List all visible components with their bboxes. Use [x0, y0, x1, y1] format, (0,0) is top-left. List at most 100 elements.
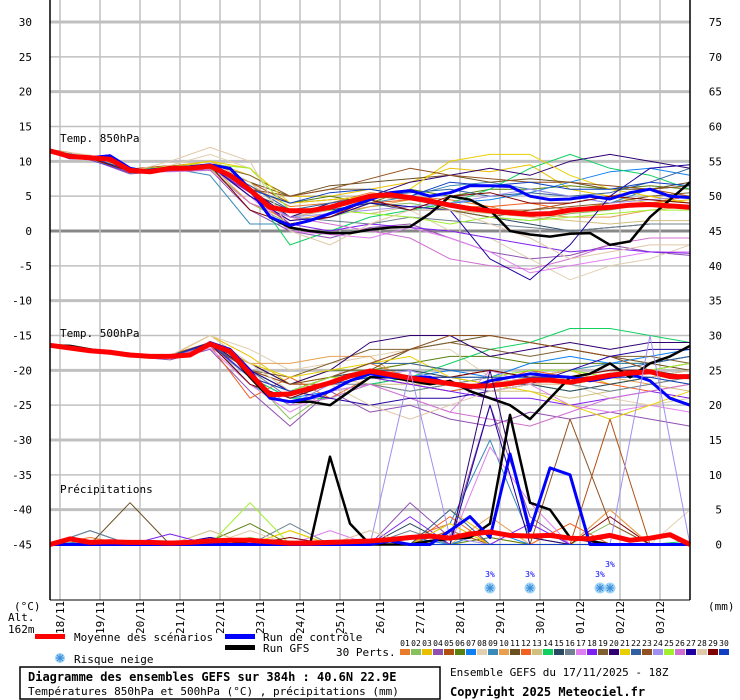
precip_mm-gfs-line [50, 413, 690, 546]
left-tick-label: -15 [12, 330, 32, 343]
right-tick-label: 40 [709, 260, 722, 273]
pert-legend-swatch [488, 649, 498, 655]
pert-legend-swatch [664, 649, 674, 655]
series [49, 146, 692, 547]
date-tick-label: 22/11 [214, 601, 227, 634]
pert-legend-swatch [433, 649, 443, 655]
pert-legend-swatch [653, 649, 663, 655]
snow-risk-percent: 3% [485, 570, 495, 579]
date-tick-label: 25/11 [334, 601, 347, 634]
right-tick-label: 45 [709, 225, 722, 238]
t850-mean-line [49, 148, 691, 217]
pert-legend-number: 01 [400, 639, 410, 648]
pert-legend-swatch [598, 649, 608, 655]
pert-legend-number: 21 [620, 639, 630, 648]
left-tick-label: -30 [12, 434, 32, 447]
pert-legend-swatch [499, 649, 509, 655]
pert-legend-number: 12 [521, 639, 531, 648]
left-tick-label: 15 [19, 121, 32, 134]
right-tick-label: 10 [709, 469, 722, 482]
left-tick-label: 10 [19, 155, 32, 168]
left-tick-label: -10 [12, 295, 32, 308]
legend-control-swatch [225, 634, 255, 639]
date-tick-label: 21/11 [174, 601, 187, 634]
snowflake-icon [604, 582, 616, 594]
pert-legend-number: 04 [433, 639, 443, 648]
date-tick-label: 01/12 [574, 601, 587, 634]
left-unit: (°C) [14, 600, 41, 613]
legend-gfs-label: Run GFS [263, 642, 309, 655]
snowflake-icon [484, 582, 496, 594]
pert-legend-number: 05 [444, 639, 454, 648]
pert-legend-swatch [466, 649, 476, 655]
pert-legend-swatch [400, 649, 410, 655]
right-tick-label: 25 [709, 364, 722, 377]
pert-legend-number: 22 [631, 639, 641, 648]
pert-legend-swatch [686, 649, 696, 655]
pert-legend-number: 08 [477, 639, 487, 648]
pert-legend-number: 30 [719, 639, 729, 648]
panel-labels: Temp. 850hPa Temp. 500hPa Précipitations [60, 132, 153, 496]
pert-legend-number: 07 [466, 639, 476, 648]
pert-legend-swatch [532, 649, 542, 655]
pert-legend-number: 23 [642, 639, 652, 648]
legend-mean-swatch [35, 634, 65, 639]
snow-risk-markers: 3% 3% 3%3% [484, 560, 616, 594]
pert-legend-number: 16 [565, 639, 575, 648]
pert-legend-swatch [587, 649, 597, 655]
pert-legend-number: 29 [708, 639, 718, 648]
right-tick-label: 20 [709, 399, 722, 412]
snowflake-icon [524, 582, 536, 594]
left-tick-label: -40 [12, 504, 32, 517]
pert-legend-number: 10 [499, 639, 509, 648]
pert-legend-number: 14 [543, 639, 553, 648]
left-tick-label: 20 [19, 86, 32, 99]
pert-legend-number: 03 [422, 639, 432, 648]
t850-pert-16-line [49, 151, 690, 232]
right-tick-label: 70 [709, 51, 722, 64]
pert-legend-swatch [477, 649, 487, 655]
legend-perts-label: 30 Perts. [336, 646, 396, 659]
pert-legend-swatch [642, 649, 652, 655]
right-unit: (mm) [708, 600, 735, 613]
pert-legend-swatch [631, 649, 641, 655]
pert-legend-number: 25 [664, 639, 674, 648]
right-tick-label: 65 [709, 86, 722, 99]
left-tick-label: 30 [19, 16, 32, 29]
pert-legend-swatch [675, 649, 685, 655]
date-tick-label: 28/11 [454, 601, 467, 634]
pert-legend-swatch [422, 649, 432, 655]
legend-mean-label: Moyenne des scénarios [74, 631, 213, 644]
pert-legend-swatch [521, 649, 531, 655]
date-tick-label: 03/12 [654, 601, 667, 634]
pert-legend-swatch [708, 649, 718, 655]
label-t850: Temp. 850hPa [60, 132, 139, 145]
legend-control-label: Run de contrôle [263, 631, 362, 644]
snow-risk-percent: 3% [525, 570, 535, 579]
date-tick-label: 27/11 [414, 601, 427, 634]
date-tick-label: 02/12 [614, 601, 627, 634]
t850-pert-25-line [49, 150, 690, 225]
date-tick-label: 30/11 [534, 601, 547, 634]
chart-subtitle: Températures 850hPa et 500hPa (°C) , pré… [28, 685, 399, 698]
pert-legend-number: 15 [554, 639, 564, 648]
pert-legend-swatch [543, 649, 553, 655]
pert-legend-swatch [411, 649, 421, 655]
snowflake-icon [55, 653, 65, 663]
label-t500: Temp. 500hPa [60, 327, 139, 340]
copyright: Copyright 2025 Meteociel.fr [450, 685, 645, 699]
left-tick-label: 25 [19, 51, 32, 64]
snowflake-icon [594, 582, 606, 594]
chart-title: Diagramme des ensembles GEFS sur 384h : … [28, 670, 396, 684]
date-tick-label: 20/11 [134, 601, 147, 634]
left-tick-label: 5 [25, 190, 32, 203]
left-tick-label: 0 [25, 225, 32, 238]
pert-legend-swatch [620, 649, 630, 655]
pert-legend-number: 06 [455, 639, 465, 648]
pert-legend-swatch [609, 649, 619, 655]
pert-legend-swatch [719, 649, 729, 655]
date-tick-label: 19/11 [94, 601, 107, 634]
snow-risk-percent: 3% [595, 570, 605, 579]
